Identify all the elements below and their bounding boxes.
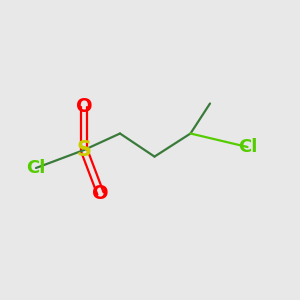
Text: Cl: Cl — [238, 138, 257, 156]
Text: O: O — [76, 97, 92, 116]
Text: O: O — [92, 184, 109, 203]
Text: S: S — [76, 140, 92, 160]
Text: Cl: Cl — [26, 159, 46, 177]
